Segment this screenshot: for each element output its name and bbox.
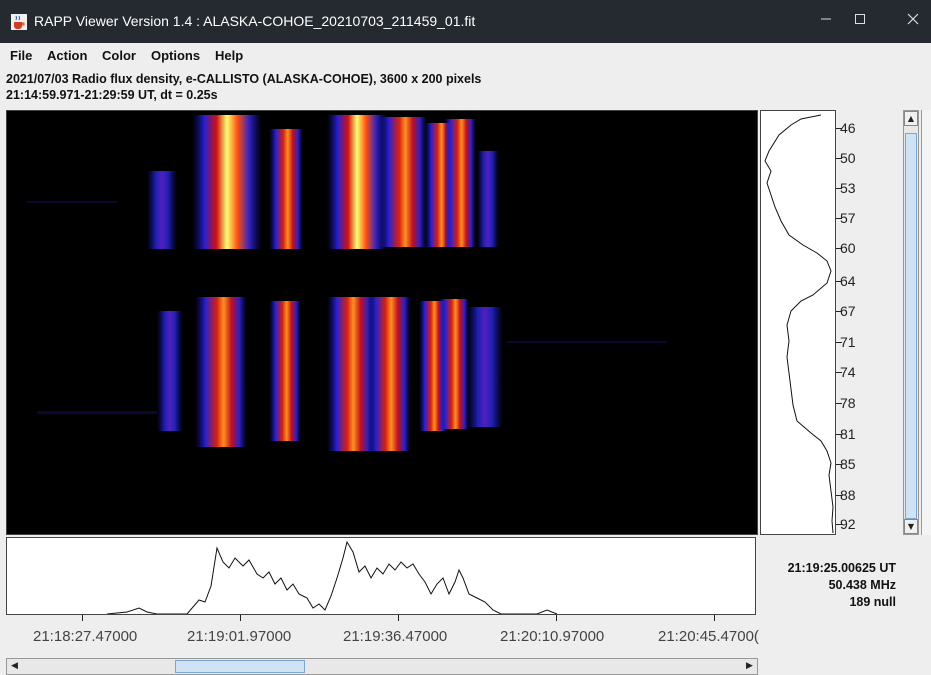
freq-tick: 81 (836, 426, 856, 442)
minimize-button[interactable] (812, 8, 840, 34)
time-tick-mark (240, 615, 241, 621)
arrow-left-icon: ◀ (11, 661, 18, 671)
freq-tick: 71 (836, 334, 856, 350)
frequency-axis: 46 50 53 57 60 64 67 71 74 78 81 85 88 9… (836, 110, 896, 535)
freq-tick: 92 (836, 516, 856, 532)
arrow-right-icon: ▶ (746, 661, 753, 671)
arrow-down-icon: ▼ (907, 522, 915, 531)
vertical-scrollbar[interactable]: ▲ ▼ (903, 110, 919, 535)
spectrogram-plot[interactable] (6, 110, 758, 535)
maximize-icon (855, 14, 865, 24)
time-tick: 21:19:36.47000 (343, 628, 448, 645)
freq-tick: 60 (836, 240, 856, 256)
scroll-right-button[interactable]: ▶ (742, 659, 757, 674)
freq-tick: 67 (836, 303, 856, 319)
vertical-scroll-thumb[interactable] (905, 133, 917, 519)
arrow-up-icon: ▲ (907, 114, 915, 123)
freq-tick: 57 (836, 210, 856, 226)
menu-options[interactable]: Options (151, 48, 201, 63)
freq-tick: 53 (836, 180, 856, 196)
scroll-up-button[interactable]: ▲ (904, 111, 918, 126)
time-tick: 21:20:10.97000 (500, 628, 605, 645)
time-tick-mark (714, 615, 715, 621)
minimize-icon (821, 18, 831, 20)
spectrogram-image (7, 111, 757, 534)
menu-help[interactable]: Help (215, 48, 244, 63)
time-tick-mark (82, 615, 83, 621)
cursor-value-readout: 189 null (849, 595, 896, 609)
window-title: RAPP Viewer Version 1.4 : ALASKA-COHOE_2… (34, 13, 476, 29)
horizontal-scroll-thumb[interactable] (175, 660, 305, 673)
close-icon (907, 13, 919, 25)
time-tick: 21:18:27.47000 (33, 628, 138, 645)
time-tick-mark (398, 615, 399, 621)
freq-tick: 64 (836, 273, 856, 289)
time-tick: 21:20:45.4700( (658, 628, 759, 645)
close-button[interactable] (899, 8, 927, 34)
light-curve-plot (6, 537, 756, 615)
freq-tick: 50 (836, 150, 856, 166)
cursor-time-readout: 21:19:25.00625 UT (787, 561, 896, 575)
freq-tick: 74 (836, 364, 856, 380)
scroll-left-button[interactable]: ◀ (7, 659, 22, 674)
frequency-profile (760, 110, 836, 535)
time-tick-mark (556, 615, 557, 621)
freq-tick: 85 (836, 456, 856, 472)
freq-tick: 78 (836, 395, 856, 411)
freq-tick: 46 (836, 120, 856, 136)
maximize-button[interactable] (846, 8, 874, 34)
info-line-1: 2021/07/03 Radio flux density, e-CALLIST… (6, 72, 482, 86)
menu-color[interactable]: Color (102, 48, 136, 63)
menu-action[interactable]: Action (47, 48, 88, 63)
info-line-2: 21:14:59.971-21:29:59 UT, dt = 0.25s (6, 88, 218, 102)
java-cup-icon (11, 14, 27, 30)
freq-tick: 88 (836, 487, 856, 503)
side-panel[interactable] (921, 110, 931, 535)
time-tick: 21:19:01.97000 (187, 628, 292, 645)
title-bar: RAPP Viewer Version 1.4 : ALASKA-COHOE_2… (0, 0, 931, 43)
menu-bar: File Action Color Options Help (0, 43, 931, 68)
scroll-down-button[interactable]: ▼ (904, 519, 918, 534)
cursor-frequency-readout: 50.438 MHz (828, 578, 896, 592)
horizontal-scrollbar[interactable]: ◀ ▶ (6, 658, 758, 675)
menu-file[interactable]: File (10, 48, 33, 63)
